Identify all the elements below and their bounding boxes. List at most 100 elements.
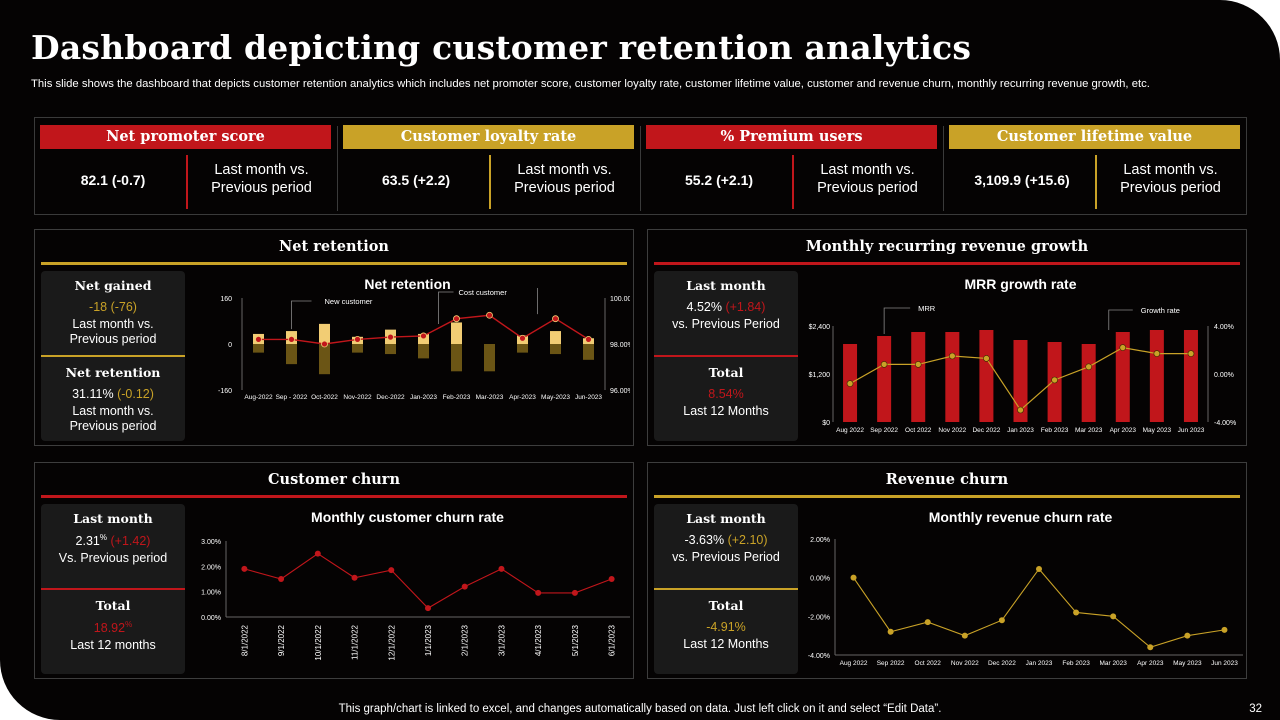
point-net-retention-rate — [288, 336, 295, 343]
side-section-last-month: Last month 4.52% (+1.84) vs. Previous Pe… — [654, 278, 798, 332]
callout-line — [438, 291, 454, 324]
bar-mrr — [979, 330, 994, 422]
panel-title: Customer churn — [268, 471, 400, 488]
side-text: Last 12 Months — [683, 637, 769, 651]
point-growth-rate — [1017, 406, 1024, 414]
kpi-compare-line2: Previous period — [1120, 180, 1221, 196]
x-tick-label: 3/1/2023 — [497, 624, 506, 656]
side-section-net-gained: Net gained -18 (-76) Last month vs. Previ… — [41, 278, 185, 347]
point-net-retention-rate — [552, 315, 559, 323]
point-growth-rate — [949, 352, 956, 360]
kpi-compare-line2: Previous period — [211, 180, 312, 196]
x-tick-label: Sep 2022 — [877, 660, 905, 667]
x-tick-label: Apr 2023 — [1110, 427, 1137, 434]
point-growth-rate — [1153, 350, 1161, 357]
point-growth-rate — [914, 361, 922, 368]
data-point — [425, 605, 431, 612]
annotation-label: Cost customer — [459, 288, 508, 297]
bar-cost-customer — [451, 344, 462, 372]
side-value-delta: (-0.12) — [117, 387, 154, 401]
data-point — [278, 576, 285, 582]
bar-mrr — [945, 332, 960, 422]
bar-new-customer — [550, 331, 561, 344]
side-value-delta: (+2.10) — [727, 533, 768, 547]
kpi-compare-line2: Previous period — [514, 180, 615, 196]
kpi-compare-line1: Last month vs. — [1123, 162, 1218, 178]
x-tick-label: Nov 2022 — [951, 660, 979, 667]
x-tick-label: Dec 2022 — [988, 660, 1016, 667]
y-tick-label: 2.00% — [201, 564, 221, 571]
y2-tick-label: 98.00% — [610, 342, 630, 349]
side-text-line1: Last month vs. — [72, 317, 154, 331]
kpi-divider — [1095, 155, 1097, 209]
x-tick-label: Jan-2023 — [410, 394, 437, 401]
side-value: 18.92% — [41, 620, 185, 635]
x-tick-label: 1/1/2023 — [424, 624, 433, 656]
chart-title: Monthly revenue churn rate — [928, 509, 1113, 525]
data-point — [535, 589, 542, 596]
side-value: -4.91% — [706, 620, 746, 634]
panel-rule — [654, 495, 1240, 498]
bar-cost-customer — [517, 344, 528, 353]
kpi-title: Customer loyalty rate — [343, 125, 634, 149]
kpi-separator — [640, 126, 641, 211]
side-heading: Net retention — [65, 365, 161, 380]
customer-churn-chart: 0.00% 1.00% 2.00% 3.00% 8/1/2022 9/1/2022 10/1… — [201, 539, 630, 661]
side-section-total: Total 8.54% Last 12 Months — [654, 365, 798, 419]
kpi-card-premium: % Premium users 55.2 (+2.1) Last month v… — [646, 125, 937, 213]
bar-mrr — [1081, 344, 1096, 422]
y2-tick-label: -4.00% — [1214, 420, 1236, 427]
x-tick-label: Dec-2022 — [376, 394, 405, 401]
x-tick-label: May-2023 — [541, 394, 570, 401]
y-tick-label: $0 — [822, 420, 830, 427]
data-point — [571, 589, 578, 596]
x-tick-label: Aug 2022 — [840, 660, 868, 667]
side-value: -3.63% (+2.10) — [654, 533, 798, 547]
bar-cost-customer — [550, 344, 561, 355]
y-tick-label: $1,200 — [809, 372, 831, 379]
x-tick-label: May 2023 — [1143, 427, 1172, 434]
x-tick-label: Apr 2023 — [1137, 660, 1164, 667]
side-heading: Total — [95, 598, 131, 613]
kpi-divider — [186, 155, 188, 209]
side-text: Last 12 months — [70, 638, 156, 653]
bar-mrr — [1115, 332, 1130, 422]
data-point — [498, 565, 505, 572]
data-point — [850, 574, 857, 581]
bar-cost-customer — [418, 344, 429, 359]
side-text-line2: Previous period — [69, 419, 157, 433]
data-point — [998, 617, 1005, 624]
data-point — [1221, 626, 1228, 633]
panel-title: Revenue churn — [885, 471, 1009, 488]
x-tick-label: Mar 2023 — [1099, 660, 1127, 667]
bar-cost-customer — [352, 344, 363, 353]
x-tick-label: Dec 2022 — [972, 427, 1000, 434]
point-growth-rate — [1051, 376, 1058, 384]
point-growth-rate — [1119, 344, 1127, 351]
side-summary: Last month 2.31% (+1.42) Vs. Previous pe… — [41, 504, 185, 674]
revenue-churn-chart: -4.00% -2.00% 0.00% 2.00% Aug 2022 Sep 2022 Oc… — [808, 537, 1243, 667]
side-value: 31.11% (-0.12) — [41, 387, 185, 401]
x-tick-label: 12/1/2022 — [387, 624, 396, 660]
point-growth-rate — [1085, 363, 1092, 371]
bar-cost-customer — [583, 344, 594, 360]
x-tick-label: 11/1/2022 — [351, 624, 360, 660]
annotation-label: MRR — [918, 304, 936, 313]
x-tick-label: 9/1/2022 — [277, 624, 286, 656]
x-tick-label: Oct 2022 — [915, 660, 942, 667]
data-point — [608, 576, 615, 582]
y2-tick-label: 96.00% — [610, 388, 630, 395]
x-tick-label: 2/1/2023 — [461, 624, 470, 656]
side-section-net-retention: Net retention 31.11% (-0.12) Last month … — [41, 365, 185, 434]
side-value: -18 (-76) — [89, 300, 137, 314]
y-tick-label: 0.00% — [201, 615, 221, 622]
bar-mrr — [911, 332, 926, 422]
side-value-sup: % — [99, 533, 108, 542]
y-tick-label: 3.00% — [201, 539, 221, 546]
kpi-compare-line1: Last month vs. — [214, 162, 309, 178]
point-net-retention-rate — [387, 333, 394, 341]
point-growth-rate — [983, 355, 990, 362]
data-point — [1036, 565, 1042, 572]
bar-mrr — [1013, 340, 1028, 422]
